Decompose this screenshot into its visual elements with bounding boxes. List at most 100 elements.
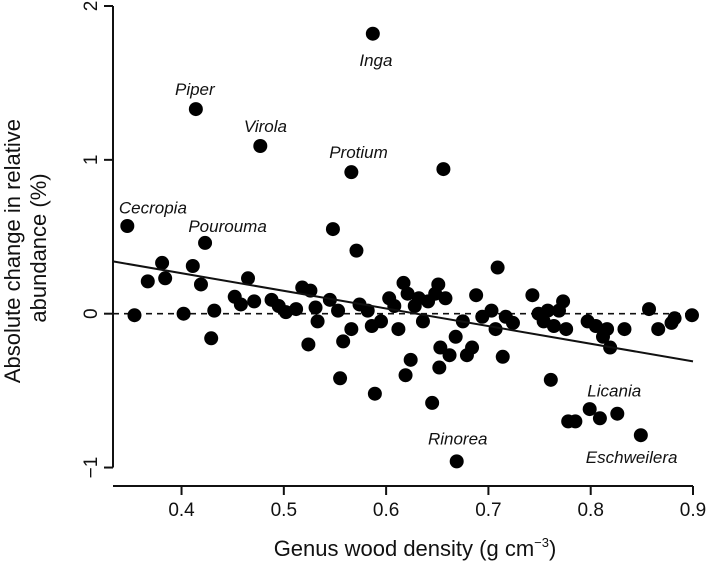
y-ticks: −1 0 1 2 [81,1,113,479]
data-point [495,349,510,364]
regression-line [112,260,694,363]
x-tick-label: 0.7 [475,500,501,521]
data-point [449,454,464,469]
data-point [204,331,219,346]
x-axis-title: Genus wood density (g cm−3) [274,535,557,561]
x-tick-label: 0.5 [271,500,297,521]
data-point [465,340,480,355]
data-point [127,308,142,323]
y-axis-title: Absolute change in relative abundance (%… [0,113,51,383]
data-point [333,371,348,386]
data-point [233,297,248,312]
y-axis-title-line2: abundance (%) [26,173,51,322]
data-point [684,308,699,323]
x-ticks: 0.4 0.5 0.6 0.7 0.8 0.9 [168,486,706,521]
data-point [431,277,446,292]
annotation-label: Licania [587,382,641,401]
y-tick-label: −1 [81,457,102,479]
data-point [193,277,208,292]
data-point [344,322,359,337]
data-point [559,322,574,337]
x-tick-label: 0.9 [680,500,706,521]
data-point [438,291,453,306]
data-point [488,322,503,337]
data-point [540,303,555,318]
data-point [633,428,648,443]
data-point [241,271,256,286]
data-point [140,274,155,289]
y-axis-title-line1: Absolute change in relative [0,119,25,383]
data-point [289,302,304,317]
data-point [398,368,413,383]
data-point [253,139,268,153]
data-point [415,314,430,329]
x-tick-label: 0.4 [168,500,195,521]
y-axis: −1 0 1 2 [81,1,114,479]
data-point [667,311,682,326]
data-point [582,402,597,417]
data-point [588,319,603,333]
data-point [308,300,323,315]
x-axis-title-sup: −3 [534,535,549,550]
data-point [432,360,447,375]
data-point [592,411,607,426]
data-point [484,303,499,318]
annotation-label: Piper [175,80,216,99]
data-point [310,314,325,329]
data-point [400,286,415,301]
data-point [568,414,583,429]
data-point [403,352,418,367]
annotation-label: Inga [359,51,392,70]
data-point [301,337,316,352]
data-point [433,340,448,355]
data-point [331,303,346,318]
data-point [391,322,406,337]
data-points [120,26,699,469]
data-point [546,319,561,333]
annotation-label: Pourouma [188,217,266,236]
data-point [336,334,351,349]
annotation-label: Virola [244,117,287,136]
y-tick-label: 1 [81,155,102,166]
data-point [198,235,213,250]
data-point [365,26,380,41]
x-axis-title-main: Genus wood density (g cm [274,536,534,561]
data-point [322,292,337,307]
data-point [543,372,558,387]
data-point [448,329,463,344]
data-point [600,322,615,337]
data-point [610,406,625,421]
data-point [155,255,170,270]
data-point [325,222,340,237]
x-axis: 0.4 0.5 0.6 0.7 0.8 0.9 [113,485,706,521]
y-tick-label: 0 [81,308,102,319]
y-tick-label: 2 [81,1,102,12]
data-point [617,322,632,337]
data-point [442,348,457,363]
annotation-label: Eschweilera [586,448,678,467]
x-axis-title-close: ) [549,536,556,561]
data-point [185,259,200,273]
data-point [188,102,203,117]
data-point [425,395,440,410]
data-point [396,275,411,290]
annotation-label: Rinorea [428,429,488,448]
data-point [344,165,359,180]
data-point [360,303,375,318]
data-point [374,314,389,329]
data-point [469,288,484,303]
data-point [556,294,571,309]
x-tick-label: 0.8 [577,500,603,521]
data-point [207,303,222,318]
data-point [247,294,262,309]
x-tick-label: 0.6 [373,500,399,521]
data-point [505,315,520,330]
data-point [436,162,451,177]
data-point [120,219,135,233]
data-point [367,386,382,401]
data-point [525,288,540,303]
data-point [349,243,364,258]
data-point [490,260,505,275]
